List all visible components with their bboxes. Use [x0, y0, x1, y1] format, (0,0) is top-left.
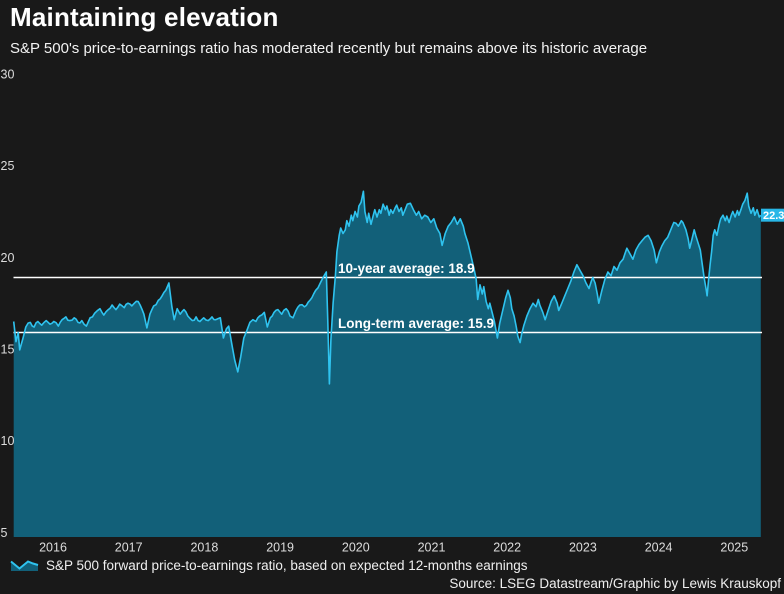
chart-legend: S&P 500 forward price-to-earnings ratio,…	[10, 556, 528, 574]
pe-area-fill	[13, 191, 761, 538]
area-chart-icon	[10, 560, 39, 571]
source-attribution: Source: LSEG Datastream/Graphic by Lewis…	[449, 576, 781, 591]
last-value-text: 22.3	[763, 210, 784, 222]
reference-label-1: Long-term average: 15.9	[338, 316, 494, 331]
x-tick-2016: 2016	[39, 541, 67, 555]
y-tick-30: 30	[1, 68, 15, 82]
x-tick-2020: 2020	[342, 541, 370, 555]
y-tick-25: 25	[1, 159, 15, 173]
x-tick-2017: 2017	[115, 541, 143, 555]
x-tick-2025: 2025	[720, 541, 748, 555]
x-tick-2019: 2019	[266, 541, 294, 555]
reference-label-0: 10-year average: 18.9	[338, 261, 475, 276]
chart-subtitle: S&P 500's price-to-earnings ratio has mo…	[10, 40, 648, 57]
y-tick-20: 20	[1, 251, 15, 265]
y-tick-15: 15	[1, 342, 15, 356]
x-tick-2023: 2023	[569, 541, 597, 555]
y-tick-5: 5	[1, 526, 8, 540]
legend-label: S&P 500 forward price-to-earnings ratio,…	[46, 557, 528, 573]
pe-line	[12, 190, 762, 385]
x-tick-2018: 2018	[190, 541, 218, 555]
x-tick-2022: 2022	[493, 541, 521, 555]
y-tick-10: 10	[1, 434, 15, 448]
last-value-badge	[761, 208, 784, 222]
x-tick-2024: 2024	[645, 541, 673, 555]
chart-title: Maintaining elevation	[10, 2, 279, 32]
x-tick-2021: 2021	[418, 541, 446, 555]
